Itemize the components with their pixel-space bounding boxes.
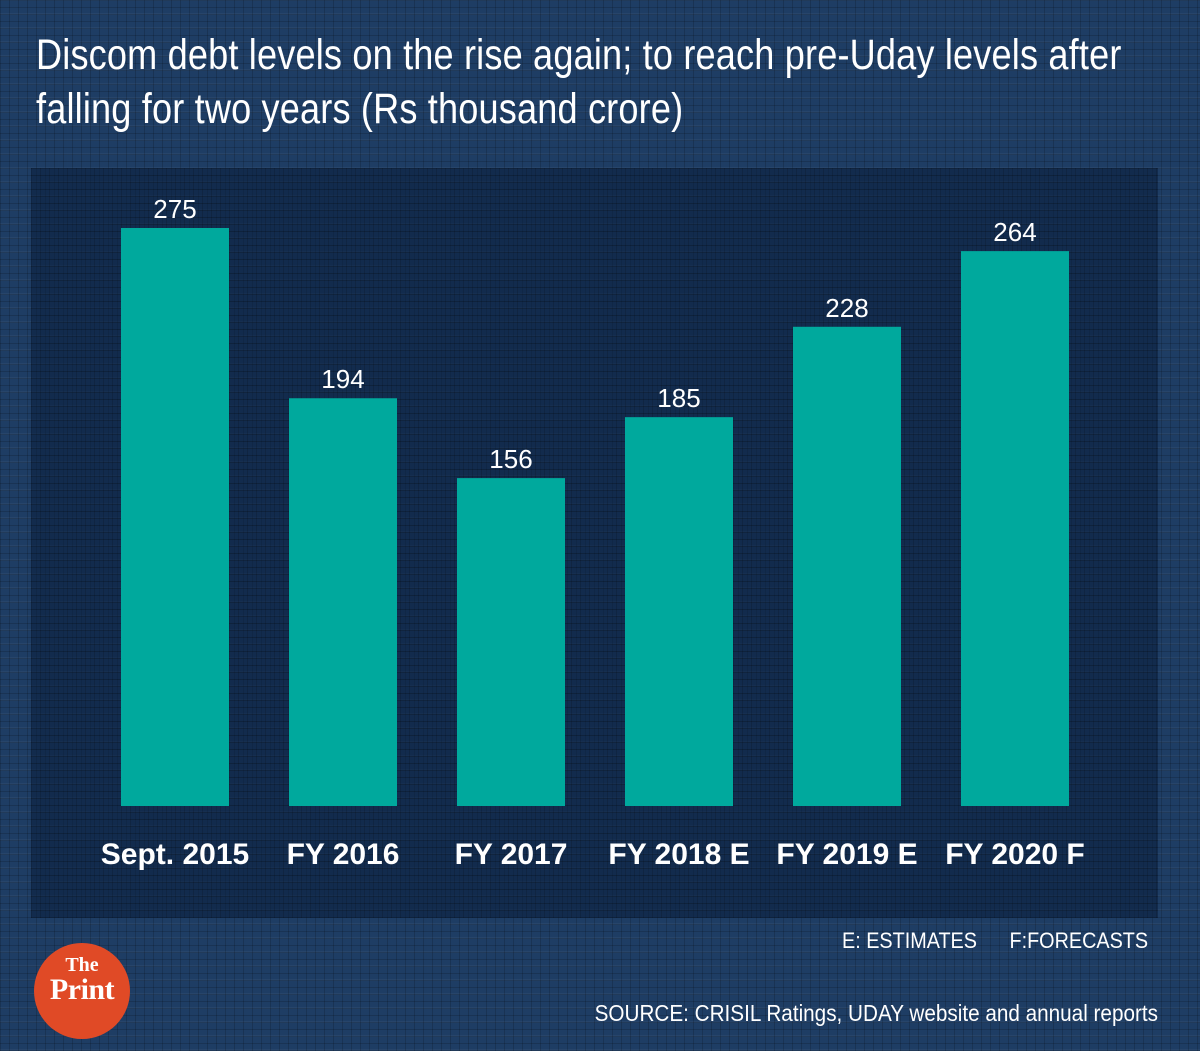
bar-5	[961, 251, 1069, 806]
chart-title-line-2: falling for two years (Rs thousand crore…	[36, 85, 684, 133]
bar-2	[457, 478, 565, 806]
logo-the-text: The	[65, 954, 99, 976]
bar-value-label-5: 264	[993, 217, 1036, 247]
bar-3	[625, 417, 733, 806]
category-label-1: FY 2016	[287, 838, 400, 871]
category-label-4: FY 2019 E	[776, 838, 917, 871]
bar-value-label-3: 185	[657, 383, 700, 413]
bar-value-label-1: 194	[321, 364, 364, 394]
source-note: SOURCE: CRISIL Ratings, UDAY website and…	[594, 1000, 1158, 1026]
abbreviation-note: E: ESTIMATES F:FORECASTS	[842, 928, 1148, 954]
logo-print-text: Print	[49, 973, 115, 1006]
theprint-logo: The Print	[34, 943, 130, 1039]
bar-value-label-4: 228	[825, 293, 868, 323]
bar-1	[289, 398, 397, 806]
bar-value-label-0: 275	[153, 194, 196, 224]
category-label-3: FY 2018 E	[608, 838, 749, 871]
bar-value-label-2: 156	[489, 444, 532, 474]
estimates-note: E: ESTIMATES	[841, 928, 977, 953]
category-label-0: Sept. 2015	[101, 838, 249, 871]
bar-0	[121, 228, 229, 806]
chart-title: Discom debt levels on the rise again; to…	[36, 28, 1122, 136]
category-label-2: FY 2017	[455, 838, 568, 871]
chart-title-line-1: Discom debt levels on the rise again; to…	[36, 31, 1122, 79]
bar-4	[793, 326, 901, 806]
forecasts-note: F:FORECASTS	[1009, 928, 1148, 953]
category-label-5: FY 2020 F	[945, 838, 1085, 871]
